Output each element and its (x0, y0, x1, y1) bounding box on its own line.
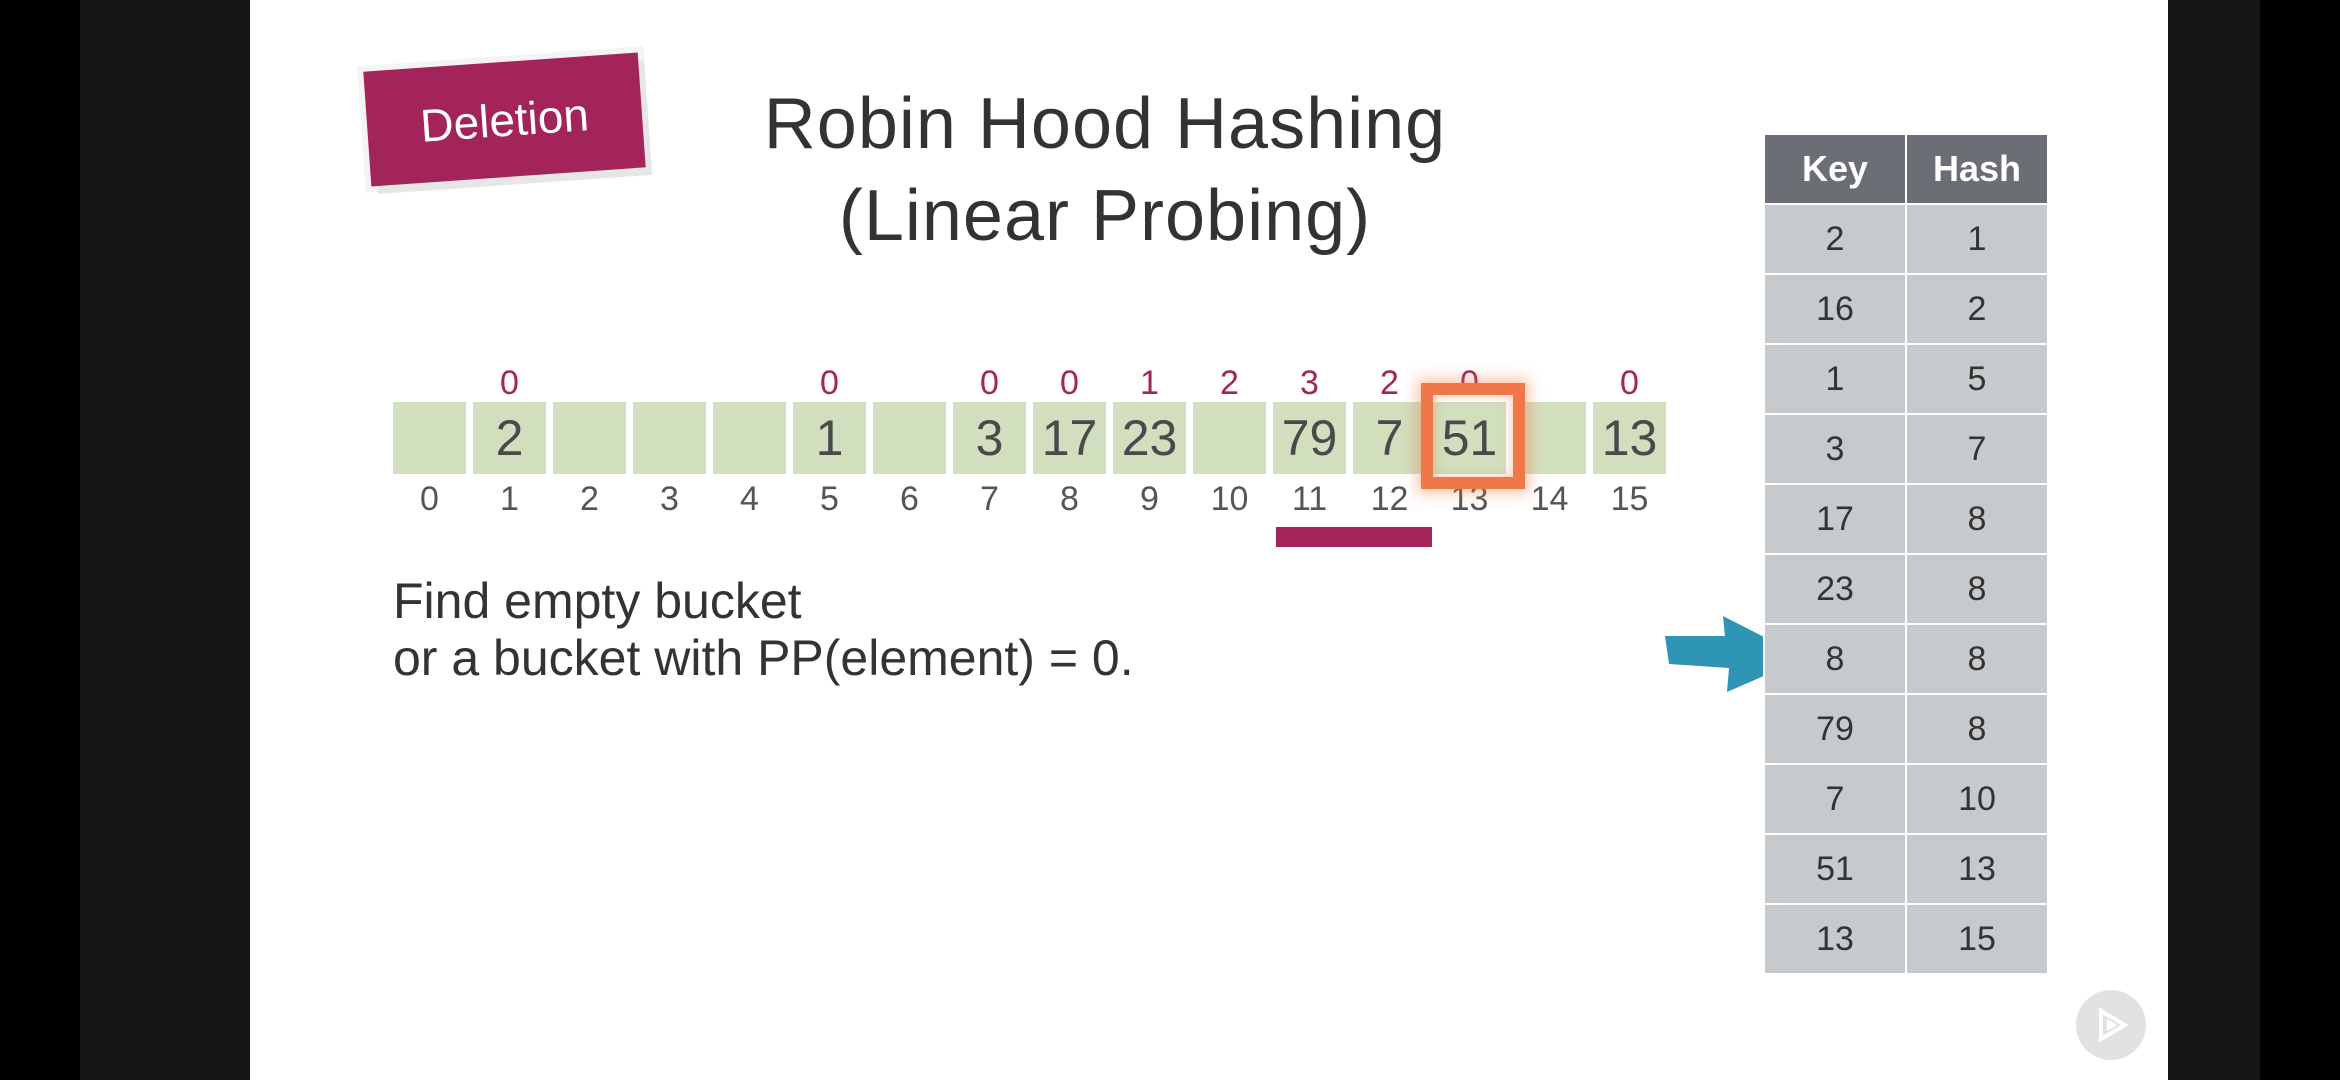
table-cell-key: 3 (1763, 413, 1907, 485)
probe-distance-label: 0 (1620, 364, 1639, 402)
bucket-cell (1193, 402, 1266, 474)
key-hash-table: Key Hash 2 1 16 2 1 5 3 7 17 8 23 8 8 8 79 8 7 10 51 13 13 15 (1763, 133, 2049, 975)
probe-distance-label: 2 (1380, 364, 1399, 402)
table-cell-hash: 8 (1905, 553, 2049, 625)
highlighted-bucket-frame (1421, 383, 1525, 489)
probe-distance-label: 2 (1220, 364, 1239, 402)
probe-distance-label: 3 (1300, 364, 1319, 402)
bucket-cell: 3 (953, 402, 1026, 474)
title-line-2: (Linear Probing) (838, 176, 1372, 256)
table-cell-key: 23 (1763, 553, 1907, 625)
probe-distance-label: 0 (1060, 364, 1079, 402)
bucket-cell: 1 (793, 402, 866, 474)
bucket-index: 8 (1060, 480, 1079, 518)
table-cell-key: 2 (1763, 203, 1907, 275)
probe-distance-label: 0 (500, 364, 519, 402)
table-cell-key: 1 (1763, 343, 1907, 415)
table-row: 7 10 (1763, 763, 2049, 835)
bucket-cell (393, 402, 466, 474)
table-row: 79 8 (1763, 693, 2049, 765)
letterbox-right (2260, 0, 2340, 1080)
bucket-cell (553, 402, 626, 474)
bucket-cell: 23 (1113, 402, 1186, 474)
table-row: 51 13 (1763, 833, 2049, 905)
bucket-cell (713, 402, 786, 474)
title-line-1: Robin Hood Hashing (763, 84, 1447, 164)
header-hash: Hash (1905, 133, 2049, 205)
table-cell-hash: 8 (1905, 693, 2049, 765)
hash-bucket-array: 0 0 2 1 2 3 4 0 1 5 6 0 3 7 0 17 8 1 23 9 2 10 3 79 11 2 7 12 0 51 13 1… (250, 0, 2168, 600)
table-cell-hash: 8 (1905, 483, 2049, 555)
table-cell-hash: 15 (1905, 903, 2049, 975)
bucket-index: 0 (420, 480, 439, 518)
play-icon (2099, 1007, 2129, 1043)
bucket-cell: 51 (1433, 402, 1506, 474)
bucket-index: 3 (660, 480, 679, 518)
bucket-cell (633, 402, 706, 474)
table-cell-hash: 7 (1905, 413, 2049, 485)
bucket-cell: 79 (1273, 402, 1346, 474)
bucket-index: 15 (1610, 480, 1649, 518)
table-cell-key: 8 (1763, 623, 1907, 695)
bucket-index: 12 (1370, 480, 1409, 518)
table-row: 13 15 (1763, 903, 2049, 975)
table-cell-key: 13 (1763, 903, 1907, 975)
description-line-2: or a bucket with PP(element) = 0. (393, 630, 1134, 686)
bucket-index: 5 (820, 480, 839, 518)
bucket-cell: 13 (1593, 402, 1666, 474)
bucket-index: 9 (1140, 480, 1159, 518)
bucket-cell: 2 (473, 402, 546, 474)
probe-distance-label: 0 (980, 364, 999, 402)
table-cell-hash: 1 (1905, 203, 2049, 275)
table-cell-key: 79 (1763, 693, 1907, 765)
table-cell-key: 17 (1763, 483, 1907, 555)
description-line-1: Find empty bucket (393, 573, 802, 629)
bucket-index: 6 (900, 480, 919, 518)
slide-title: Robin Hood Hashing (Linear Probing) (750, 78, 1460, 262)
bucket-cell: 7 (1353, 402, 1426, 474)
bucket-index: 2 (580, 480, 599, 518)
table-cell-key: 16 (1763, 273, 1907, 345)
bucket-index: 14 (1530, 480, 1569, 518)
table-row: 16 2 (1763, 273, 2049, 345)
slide: Deletion Robin Hood Hashing (Linear Prob… (250, 0, 2168, 1080)
table-cell-hash: 8 (1905, 623, 2049, 695)
table-cell-hash: 13 (1905, 833, 2049, 905)
bucket-cell (873, 402, 946, 474)
table-header-row: Key Hash (1763, 133, 2049, 205)
table-cell-hash: 2 (1905, 273, 2049, 345)
table-cell-hash: 5 (1905, 343, 2049, 415)
probe-range-underline (1276, 527, 1432, 547)
bucket-cell (1513, 402, 1586, 474)
probe-distance-label: 1 (1140, 364, 1159, 402)
bucket-index: 4 (740, 480, 759, 518)
table-cell-key: 7 (1763, 763, 1907, 835)
player-button[interactable] (2076, 990, 2146, 1060)
header-key: Key (1763, 133, 1907, 205)
table-body: 2 1 16 2 1 5 3 7 17 8 23 8 8 8 79 8 7 10 51 13 13 15 (1763, 203, 2049, 975)
bucket-index: 10 (1210, 480, 1249, 518)
table-row: 23 8 (1763, 553, 2049, 625)
bucket-index: 7 (980, 480, 999, 518)
table-cell-key: 51 (1763, 833, 1907, 905)
probe-distance-label: 0 (820, 364, 839, 402)
bucket-index: 1 (500, 480, 519, 518)
letterbox-left (0, 0, 80, 1080)
table-row: 17 8 (1763, 483, 2049, 555)
description-text: Find empty bucket or a bucket with PP(el… (393, 573, 1134, 687)
bucket-cell: 17 (1033, 402, 1106, 474)
table-cell-hash: 10 (1905, 763, 2049, 835)
bucket-index: 11 (1291, 480, 1328, 518)
